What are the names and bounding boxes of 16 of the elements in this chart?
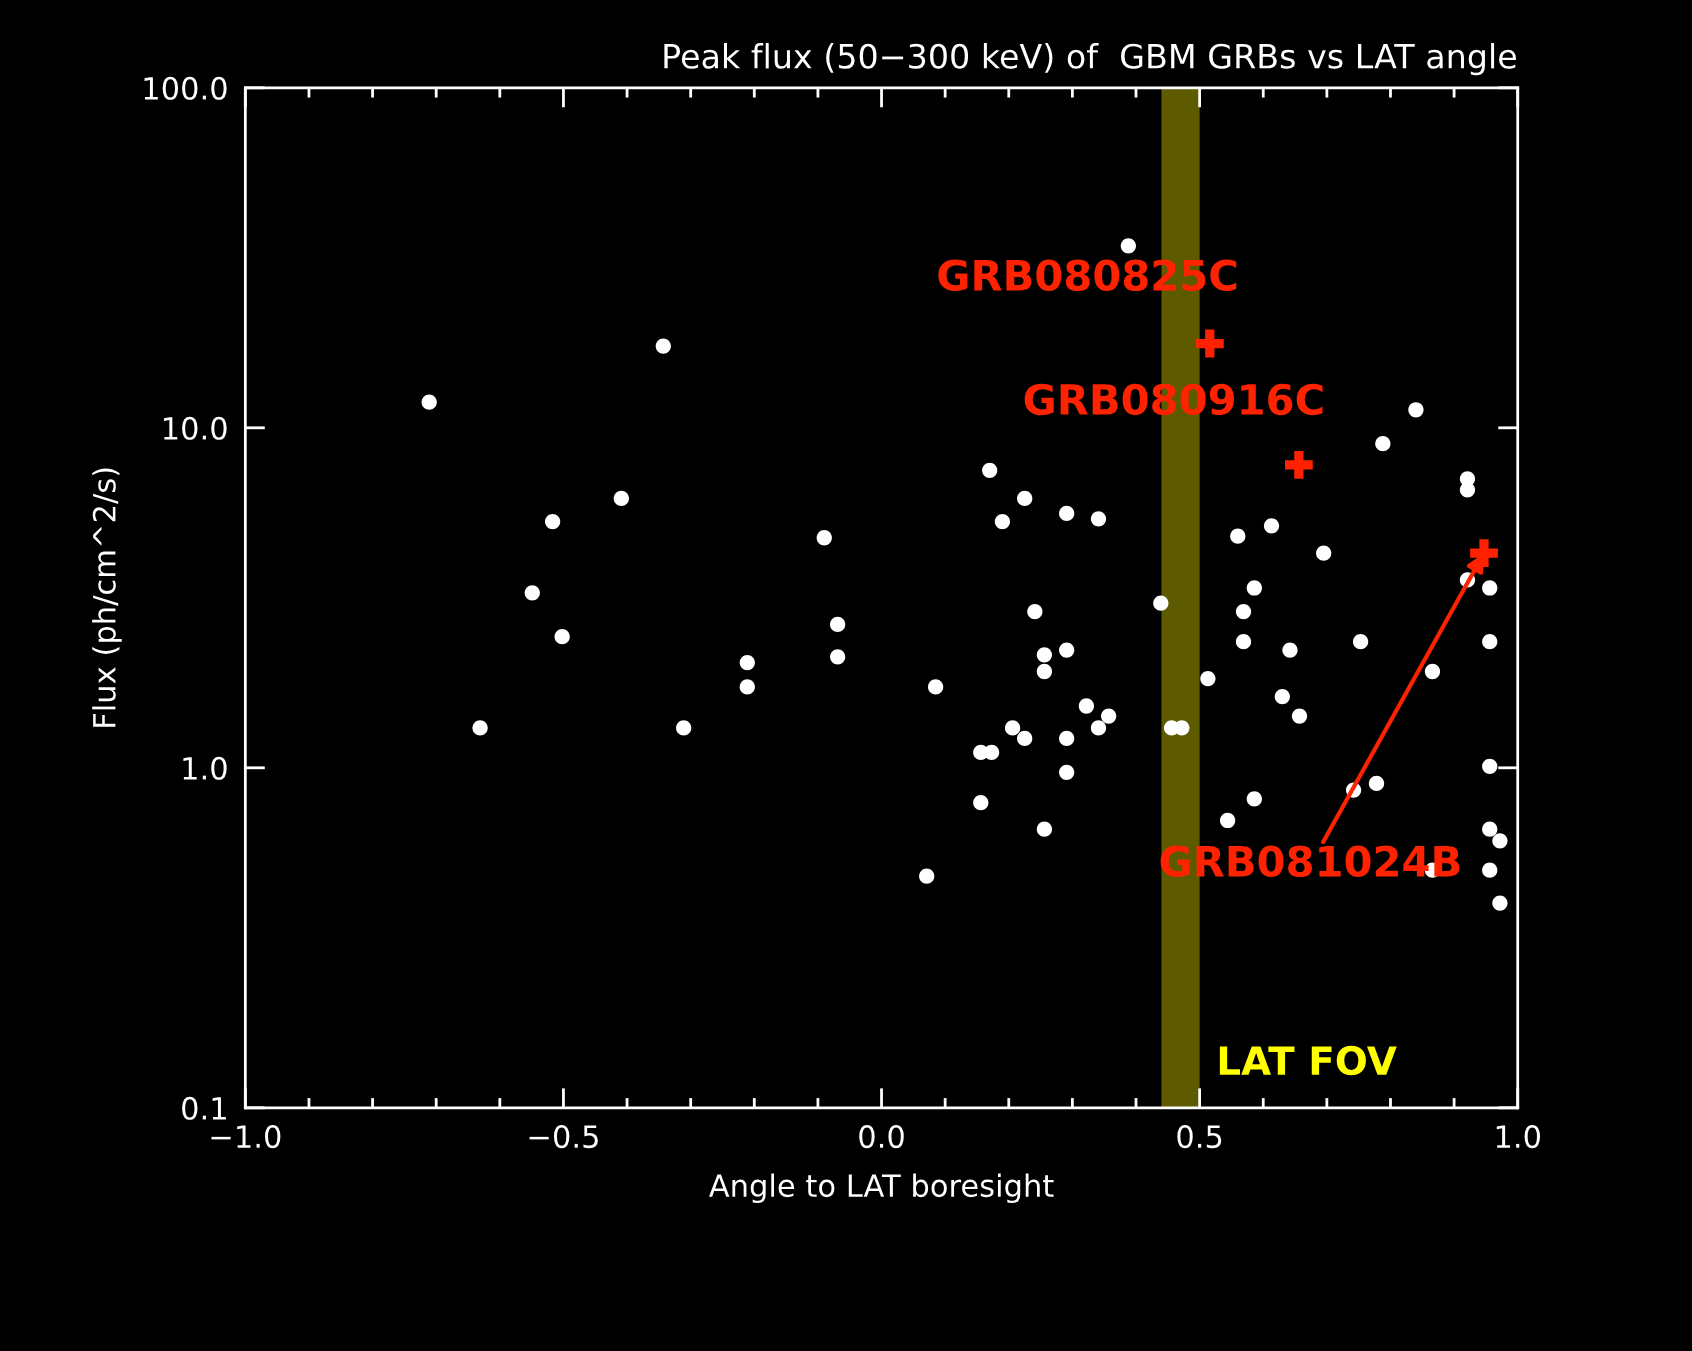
x-axis-title: Angle to LAT boresight xyxy=(708,1173,1054,1204)
chart-title: Peak flux (50−300 keV) of GBM GRBs vs LAT angle xyxy=(664,43,1516,76)
annotation: GRB081024B xyxy=(1160,845,1460,878)
annotation: GRB080825C xyxy=(938,259,1237,291)
x-tick-label: 0.0 xyxy=(859,1125,904,1149)
y-axis-title: Flux (ph/cm^2/s) xyxy=(92,468,122,727)
x-tick-label: −0.5 xyxy=(529,1125,598,1149)
y-tick-label: 10.0 xyxy=(164,416,227,440)
y-tick-label: 0.1 xyxy=(182,1096,226,1120)
band-label: LAT FOV xyxy=(1219,1045,1397,1076)
x-tick-label: −1.0 xyxy=(211,1125,281,1149)
y-tick-label: 100.0 xyxy=(144,76,227,100)
x-tick-label: 0.5 xyxy=(1177,1125,1222,1149)
annotation: GRB080916C xyxy=(1024,383,1323,416)
y-tick-label: 1.0 xyxy=(183,756,227,780)
x-tick-label: 1.0 xyxy=(1496,1125,1540,1149)
